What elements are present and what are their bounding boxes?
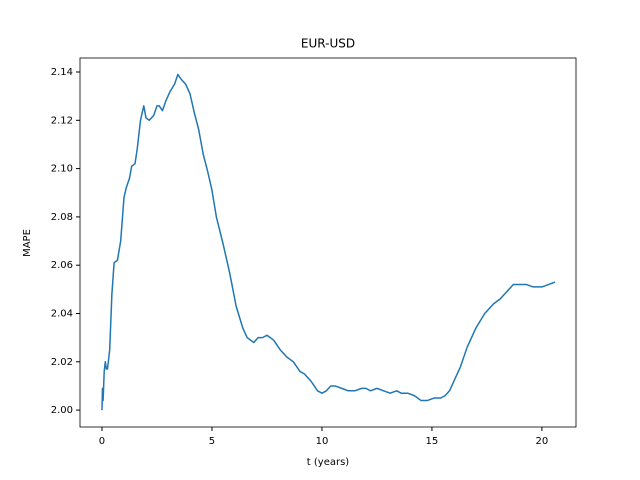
y-tick-label: 2.10 (51, 164, 73, 175)
x-tick-label: 15 (426, 436, 439, 447)
x-tick-label: 20 (536, 436, 549, 447)
y-tick-label: 2.04 (51, 308, 73, 319)
plot-frame (79, 57, 577, 428)
y-tick-label: 2.06 (51, 260, 73, 271)
y-tick-label: 2.14 (51, 67, 73, 78)
x-tick-label: 0 (99, 436, 105, 447)
x-tick-label: 5 (209, 436, 215, 447)
chart-title: EUR-USD (301, 37, 355, 51)
y-tick-label: 2.08 (51, 212, 73, 223)
x-tick-label: 10 (316, 436, 329, 447)
y-tick-label: 2.12 (51, 115, 73, 126)
y-tick-label: 2.00 (51, 405, 73, 416)
y-axis-label: MAPE (22, 229, 33, 257)
y-tick-label: 2.02 (51, 357, 73, 368)
data-line (101, 73, 556, 411)
x-axis-label: t (years) (307, 457, 350, 468)
